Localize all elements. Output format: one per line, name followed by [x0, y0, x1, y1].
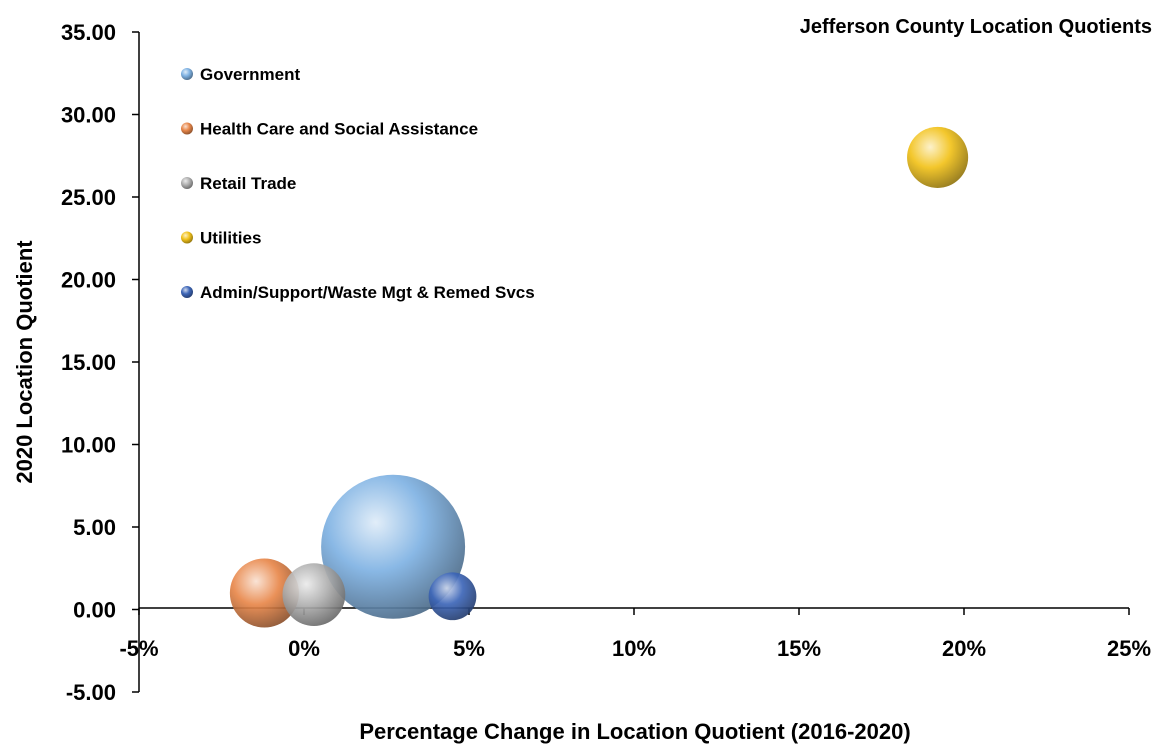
y-tick-label: 35.00 — [61, 20, 116, 45]
x-tick-label: 5% — [453, 636, 485, 661]
legend-item: Utilities — [181, 229, 261, 248]
legend-marker — [181, 231, 193, 244]
y-tick-label: 5.00 — [73, 515, 116, 540]
x-tick-label: 25% — [1107, 636, 1151, 661]
y-tick-label: 10.00 — [61, 433, 116, 458]
legend-label: Government — [200, 65, 300, 84]
x-tick-label: 10% — [612, 636, 656, 661]
bubble-admin-support-waste-mgt-remed-svcs — [428, 572, 477, 621]
x-tick-label: 15% — [777, 636, 821, 661]
x-axis-title: Percentage Change in Location Quotient (… — [359, 719, 910, 744]
bubble-health-care-and-social-assistance — [229, 558, 299, 628]
legend-item: Admin/Support/Waste Mgt & Remed Svcs — [181, 283, 535, 302]
legend-label: Admin/Support/Waste Mgt & Remed Svcs — [200, 283, 535, 302]
legend-item: Government — [181, 65, 300, 84]
legend-label: Retail Trade — [200, 174, 296, 193]
legend-item: Retail Trade — [181, 174, 296, 193]
bubble-retail-trade — [282, 563, 346, 627]
x-tick-label: 20% — [942, 636, 986, 661]
bubble-utilities — [907, 126, 969, 188]
bubble-government — [321, 474, 466, 619]
legend-marker — [181, 68, 193, 80]
legend-marker — [181, 122, 193, 135]
y-tick-label: 0.00 — [73, 598, 116, 623]
legend-label: Utilities — [200, 229, 261, 248]
legend-marker — [181, 286, 193, 298]
y-tick-label: 25.00 — [61, 185, 116, 210]
legend-label: Health Care and Social Assistance — [200, 120, 478, 139]
y-tick-label: 15.00 — [61, 350, 116, 375]
legend: Government Health Care and Social Assista… — [181, 65, 535, 302]
legend-item: Health Care and Social Assistance — [181, 120, 478, 139]
x-tick-label: -5% — [119, 636, 158, 661]
legend-marker — [181, 177, 193, 189]
bubbles — [229, 126, 969, 628]
y-tick-label: -5.00 — [66, 680, 116, 705]
y-tick-label: 20.00 — [61, 268, 116, 293]
y-tick-label: 30.00 — [61, 103, 116, 128]
chart-title: Jefferson County Location Quotients — [800, 16, 1152, 38]
y-axis-title: 2020 Location Quotient — [12, 240, 37, 484]
axes: -5.00 0.00 5.00 10.00 15.00 20.00 25.00 30.00 35… — [61, 20, 1151, 705]
x-tick-label: 0% — [288, 636, 320, 661]
